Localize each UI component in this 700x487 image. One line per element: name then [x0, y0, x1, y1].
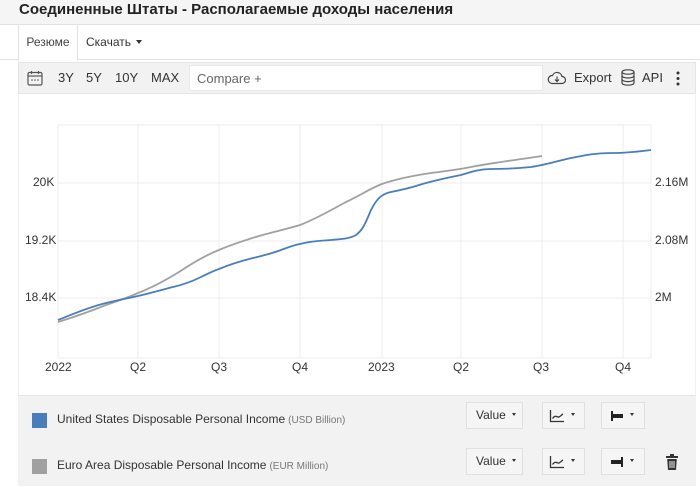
value-select[interactable]: Value — [466, 448, 523, 475]
x-tick: Q3 — [533, 360, 550, 374]
chart-type-select[interactable] — [542, 402, 585, 429]
database-icon[interactable] — [621, 69, 635, 86]
chart-area: 20K 19.2K 18.4K 2.16M 2.08M 2M 2022 Q2 Q… — [18, 95, 696, 395]
gridlines — [57, 124, 652, 359]
axis-select[interactable] — [601, 402, 645, 429]
series-line-united-states[interactable] — [57, 149, 652, 321]
series-line-euro-area[interactable] — [57, 155, 543, 323]
vertical-ellipsis-icon[interactable] — [676, 71, 680, 86]
caret-down-icon — [511, 413, 516, 417]
line-chart — [57, 124, 652, 359]
cloud-download-icon[interactable] — [547, 70, 567, 86]
axis-right-icon — [611, 456, 623, 467]
series-unit: (EUR Million) — [269, 461, 329, 472]
y-right-tick: 2.08M — [655, 233, 689, 247]
x-tick: Q3 — [211, 360, 228, 374]
caret-down-icon — [630, 459, 634, 463]
range-max-button[interactable]: MAX — [151, 70, 180, 85]
caret-down-icon — [571, 413, 575, 417]
chart-type-select[interactable] — [542, 448, 585, 475]
value-select[interactable]: Value — [466, 402, 523, 429]
x-tick: Q2 — [453, 360, 470, 374]
series-name: Euro Area Disposable Personal Income — [57, 458, 267, 472]
caret-down-icon — [136, 39, 142, 44]
compare-input[interactable] — [189, 65, 543, 91]
tab-download[interactable]: Скачать — [78, 25, 150, 60]
tab-summary[interactable]: Резюме — [18, 25, 78, 61]
x-tick: Q2 — [130, 360, 147, 374]
line-chart-icon — [549, 455, 564, 468]
range-10y-button[interactable]: 10Y — [115, 70, 139, 85]
legend-label: Euro Area Disposable Personal Income (EUR… — [57, 458, 328, 472]
series-name: United States Disposable Personal Income — [57, 412, 286, 426]
legend-row-united-states: United States Disposable Personal Income… — [18, 396, 696, 441]
y-left-tick: 19.2K — [25, 233, 57, 247]
series-unit: (USD Billion) — [288, 415, 346, 426]
line-chart-icon — [549, 409, 564, 422]
api-button[interactable]: API — [642, 70, 663, 85]
y-left-tick: 18.4K — [25, 290, 57, 304]
caret-down-icon — [571, 459, 575, 463]
value-select-label: Value — [476, 454, 506, 468]
legend-row-euro-area: Euro Area Disposable Personal Income (EUR… — [18, 442, 696, 487]
caret-down-icon — [630, 413, 634, 417]
series-color-swatch[interactable] — [32, 459, 47, 474]
y-right-tick: 2M — [655, 290, 672, 304]
page-title: Соединенные Штаты - Располагаемые доходы… — [19, 1, 454, 18]
range-5y-button[interactable]: 5Y — [86, 70, 102, 85]
chart-toolbar: 3Y 5Y 10Y MAX Export API — [18, 62, 696, 94]
y-left-tick: 20K — [33, 175, 55, 189]
export-button[interactable]: Export — [574, 70, 612, 85]
x-tick: Q4 — [615, 360, 632, 374]
calendar-icon[interactable] — [27, 70, 43, 86]
caret-down-icon — [511, 459, 516, 463]
x-tick: Q4 — [292, 360, 309, 374]
axis-select[interactable] — [601, 448, 645, 475]
axis-left-icon — [611, 410, 623, 421]
y-right-tick: 2.16M — [655, 175, 689, 189]
page-header: Соединенные Штаты - Располагаемые доходы… — [0, 0, 700, 25]
tabs-bar: Резюме Скачать — [0, 25, 700, 61]
x-tick: 2023 — [368, 360, 395, 374]
series-legend: United States Disposable Personal Income… — [18, 395, 696, 486]
series-color-swatch[interactable] — [32, 413, 47, 428]
value-select-label: Value — [476, 408, 506, 422]
tab-download-label: Скачать — [86, 35, 131, 49]
trash-icon[interactable] — [666, 454, 678, 470]
range-3y-button[interactable]: 3Y — [58, 70, 74, 85]
legend-label: United States Disposable Personal Income… — [57, 412, 345, 426]
x-tick: 2022 — [45, 360, 72, 374]
